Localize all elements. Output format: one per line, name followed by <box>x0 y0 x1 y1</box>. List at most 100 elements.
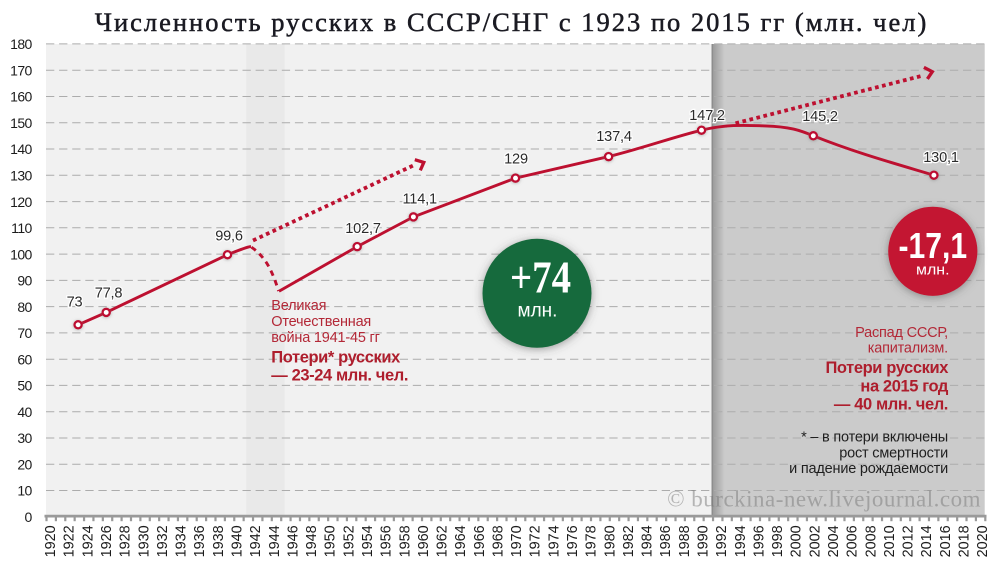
svg-text:1982: 1982 <box>621 525 637 557</box>
svg-text:99,6: 99,6 <box>215 229 243 245</box>
svg-text:145,2: 145,2 <box>802 109 838 125</box>
svg-text:90: 90 <box>17 273 32 289</box>
svg-text:1972: 1972 <box>528 525 544 557</box>
svg-text:10: 10 <box>17 483 32 499</box>
svg-text:1938: 1938 <box>211 525 227 557</box>
svg-text:1984: 1984 <box>640 525 656 557</box>
svg-text:2012: 2012 <box>901 525 917 557</box>
svg-text:1960: 1960 <box>416 525 432 557</box>
svg-text:50: 50 <box>17 378 32 394</box>
svg-text:1948: 1948 <box>304 525 320 557</box>
svg-text:1966: 1966 <box>472 525 488 557</box>
svg-text:1962: 1962 <box>435 525 451 557</box>
svg-text:1990: 1990 <box>696 525 712 557</box>
svg-text:60: 60 <box>17 351 32 367</box>
svg-text:130,1: 130,1 <box>923 150 959 166</box>
svg-text:1964: 1964 <box>453 525 469 557</box>
svg-text:Численность русских в СССР/СНГ: Численность русских в СССР/СНГ с 1923 по… <box>95 7 929 37</box>
svg-text:1946: 1946 <box>285 525 301 557</box>
svg-text:* – в потери включены: * – в потери включены <box>801 430 948 446</box>
svg-text:Потери* русских: Потери* русских <box>271 349 401 367</box>
svg-text:170: 170 <box>10 62 32 78</box>
svg-text:130,1: 130,1 <box>923 150 959 166</box>
svg-text:1968: 1968 <box>490 525 506 557</box>
svg-text:150: 150 <box>10 115 32 131</box>
svg-text:млн.: млн. <box>518 301 558 322</box>
svg-text:— 23-24 млн. чел.: — 23-24 млн. чел. <box>271 367 408 385</box>
svg-text:130: 130 <box>10 168 32 184</box>
svg-text:1926: 1926 <box>99 525 115 557</box>
svg-text:129: 129 <box>504 151 528 167</box>
svg-text:2008: 2008 <box>863 525 879 557</box>
svg-text:-17,1: -17,1 <box>899 225 968 266</box>
svg-text:1944: 1944 <box>267 525 283 557</box>
svg-text:1986: 1986 <box>658 525 674 557</box>
svg-text:1922: 1922 <box>62 525 78 557</box>
svg-text:рост смертности: рост смертности <box>839 446 948 462</box>
svg-text:100: 100 <box>10 246 32 262</box>
svg-text:110: 110 <box>11 220 32 236</box>
svg-text:+74: +74 <box>510 252 571 303</box>
svg-text:2004: 2004 <box>826 525 842 557</box>
svg-text:война 1941-45 гг: война 1941-45 гг <box>271 330 379 346</box>
svg-text:2000: 2000 <box>789 525 805 557</box>
svg-text:1978: 1978 <box>584 525 600 557</box>
svg-text:1952: 1952 <box>341 525 357 557</box>
svg-text:Великая: Великая <box>271 298 326 314</box>
svg-text:145,2: 145,2 <box>802 109 838 125</box>
svg-text:102,7: 102,7 <box>345 221 381 237</box>
svg-text:1920: 1920 <box>43 525 59 557</box>
svg-text:на 2015 год: на 2015 год <box>860 378 949 396</box>
svg-text:1928: 1928 <box>118 525 134 557</box>
svg-text:1974: 1974 <box>546 525 562 557</box>
svg-text:73: 73 <box>67 295 83 311</box>
svg-text:млн.: млн. <box>916 262 950 279</box>
svg-text:40: 40 <box>17 404 32 420</box>
svg-text:1954: 1954 <box>360 525 376 557</box>
svg-text:1940: 1940 <box>230 525 246 557</box>
svg-text:70: 70 <box>17 325 32 341</box>
svg-text:1932: 1932 <box>155 525 171 557</box>
svg-text:137,4: 137,4 <box>596 129 632 145</box>
svg-text:1980: 1980 <box>602 525 618 557</box>
svg-text:114,1: 114,1 <box>402 191 437 207</box>
svg-text:160: 160 <box>10 89 32 105</box>
svg-text:1936: 1936 <box>192 525 208 557</box>
svg-text:1970: 1970 <box>509 525 525 557</box>
svg-text:2010: 2010 <box>882 525 898 557</box>
svg-text:— 40 млн. чел.: — 40 млн. чел. <box>834 396 948 414</box>
svg-text:1942: 1942 <box>248 525 264 557</box>
svg-text:1996: 1996 <box>751 525 767 557</box>
svg-text:2006: 2006 <box>845 525 861 557</box>
svg-text:1994: 1994 <box>733 525 749 557</box>
svg-text:1988: 1988 <box>677 525 693 557</box>
svg-text:2002: 2002 <box>807 525 823 557</box>
svg-text:2018: 2018 <box>956 525 972 557</box>
svg-text:102,7: 102,7 <box>345 221 381 237</box>
svg-text:77,8: 77,8 <box>95 286 123 302</box>
svg-text:1958: 1958 <box>397 525 413 557</box>
svg-text:© burckina-new.livejournal.com: © burckina-new.livejournal.com <box>667 487 981 512</box>
svg-text:Потери русских: Потери русских <box>825 359 949 377</box>
svg-text:120: 120 <box>10 194 32 210</box>
svg-text:1956: 1956 <box>379 525 395 557</box>
svg-text:114,1: 114,1 <box>402 191 437 207</box>
svg-text:30: 30 <box>17 430 32 446</box>
svg-text:180: 180 <box>10 36 32 52</box>
svg-text:1998: 1998 <box>770 525 786 557</box>
svg-text:1924: 1924 <box>80 525 96 557</box>
svg-text:1976: 1976 <box>565 525 581 557</box>
svg-text:и падение рождаемости: и падение рождаемости <box>789 461 948 477</box>
svg-text:80: 80 <box>17 299 32 315</box>
svg-text:2020: 2020 <box>975 525 991 557</box>
svg-text:1930: 1930 <box>136 525 152 557</box>
svg-text:147,2: 147,2 <box>689 108 725 124</box>
svg-text:77,8: 77,8 <box>95 286 123 302</box>
svg-text:1934: 1934 <box>174 525 190 557</box>
svg-text:1992: 1992 <box>714 525 730 557</box>
svg-text:99,6: 99,6 <box>215 229 243 245</box>
svg-text:0: 0 <box>25 509 33 525</box>
svg-text:129: 129 <box>504 151 528 167</box>
svg-text:1950: 1950 <box>323 525 339 557</box>
svg-text:Отечественная: Отечественная <box>271 314 371 330</box>
